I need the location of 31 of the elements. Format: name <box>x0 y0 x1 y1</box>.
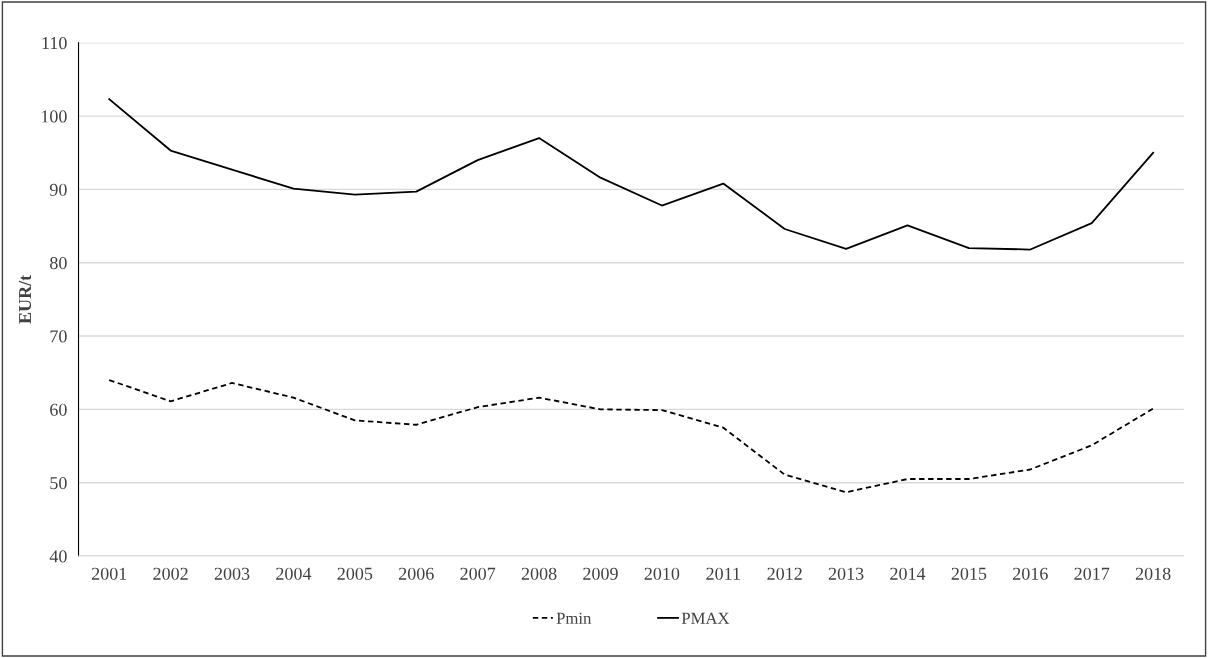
y-tick-label: 90 <box>49 183 67 196</box>
x-tick-label: 2006 <box>398 567 434 580</box>
y-tick-label: 110 <box>42 37 67 50</box>
y-tick-label: 70 <box>50 330 67 343</box>
legend-label: PMAX <box>681 612 730 624</box>
legend-label: Pmin <box>556 612 592 624</box>
y-axis-title: EUR/t <box>19 274 32 324</box>
y-tick-label: 80 <box>50 256 67 270</box>
x-tick-label: 2016 <box>1013 567 1048 580</box>
x-tick-label: 2007 <box>460 567 496 580</box>
x-tick-label: 2015 <box>951 567 987 580</box>
line-series <box>108 379 1155 494</box>
x-tick-label: 2011 <box>706 567 740 580</box>
x-tick-label: 2009 <box>583 567 618 580</box>
x-tick-label: 2002 <box>153 567 188 580</box>
y-tick-label: 100 <box>41 110 67 123</box>
x-tick-label: 2010 <box>644 567 680 580</box>
x-tick-label: 2005 <box>337 567 373 580</box>
x-tick-label: 2001 <box>91 567 127 580</box>
x-tick-label: 2004 <box>276 567 312 580</box>
y-tick-label: 40 <box>49 550 67 563</box>
x-tick-label: 2013 <box>828 567 864 580</box>
x-tick-label: 2014 <box>890 567 926 580</box>
x-tick-label: 2018 <box>1135 567 1171 580</box>
line-series <box>108 98 1155 251</box>
x-tick-label: 2003 <box>214 567 250 580</box>
x-tick-label: 2017 <box>1074 567 1110 580</box>
x-tick-label: 2008 <box>521 567 557 580</box>
y-tick-label: 50 <box>50 476 67 490</box>
x-tick-label: 2012 <box>767 567 802 580</box>
y-tick-label: 60 <box>50 403 67 416</box>
